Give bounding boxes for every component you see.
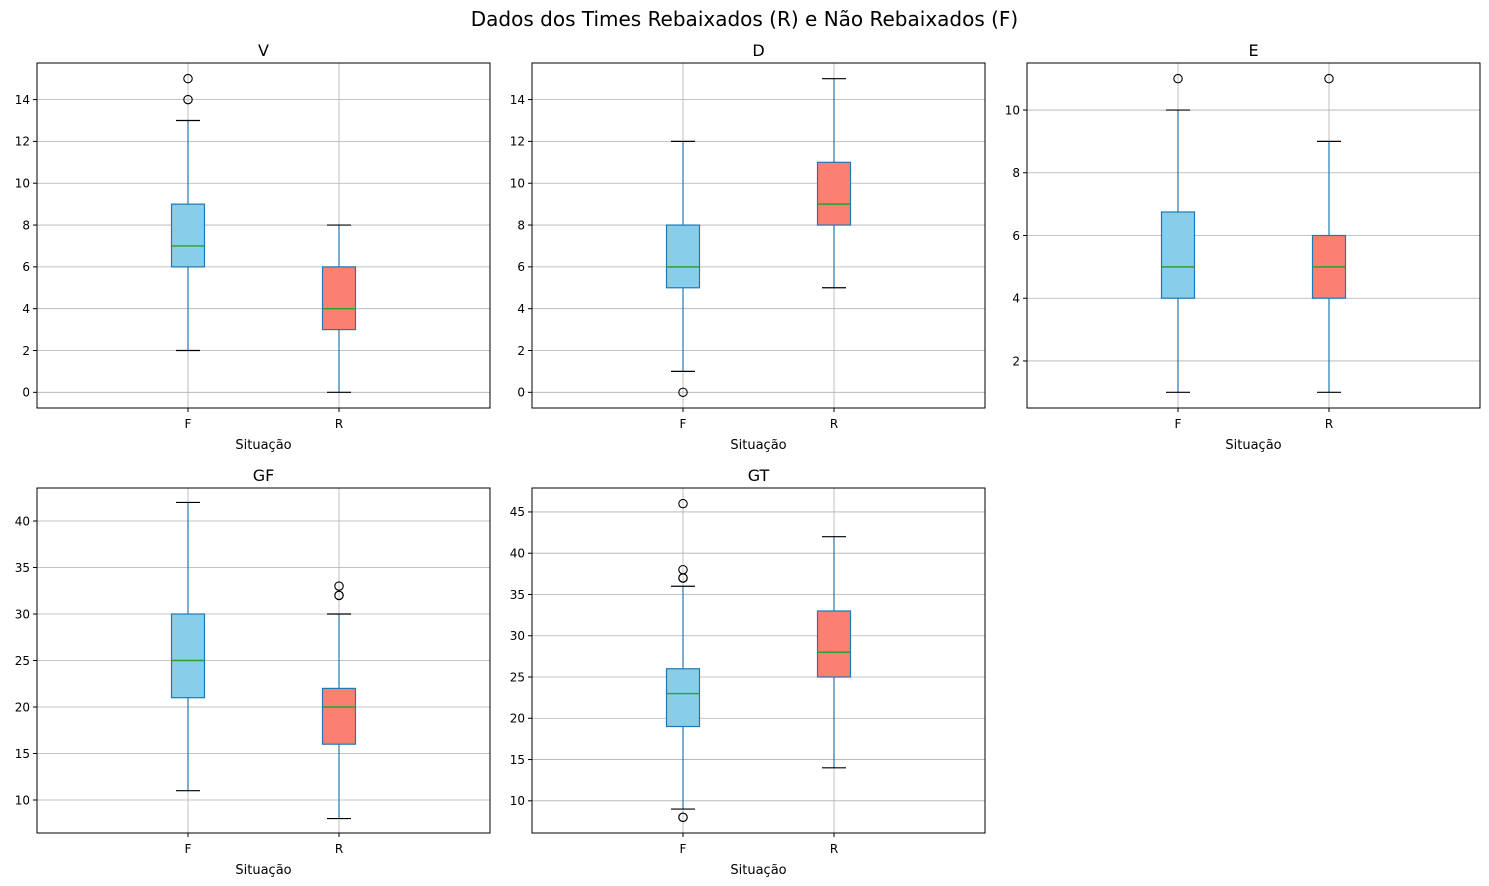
box-f — [665, 498, 701, 823]
y-tick-label: 30 — [15, 607, 30, 621]
box-r — [321, 224, 357, 393]
subplot-v: 0 2 4 6 8 10 12 14 F R V Situação — [15, 41, 491, 453]
y-tick-label: 12 — [510, 135, 525, 149]
outlier-point — [678, 498, 688, 509]
y-tick-label: 10 — [510, 794, 525, 808]
y-tick-label: 25 — [510, 670, 525, 684]
subplot-title: E — [1248, 41, 1258, 60]
y-tick-label: 35 — [15, 561, 30, 575]
y-tick-label: 6 — [1012, 229, 1020, 243]
box-r — [816, 536, 852, 769]
y-tick-label: 20 — [15, 700, 30, 714]
y-tick-label: 15 — [510, 753, 525, 767]
y-tick-label: 14 — [15, 93, 30, 107]
outlier-point — [678, 564, 688, 575]
x-tick-label: R — [830, 417, 838, 431]
box-body — [816, 610, 852, 678]
outlier-point — [1324, 73, 1334, 84]
x-tick-label: R — [335, 417, 343, 431]
y-tick-label: 40 — [15, 514, 30, 528]
outlier-point — [678, 812, 688, 823]
outlier-point — [334, 590, 344, 601]
box-body — [665, 668, 701, 728]
x-axis-label: Situação — [730, 863, 786, 878]
subplot-e: 2 4 6 8 10 F R E Situação — [1005, 41, 1481, 453]
subplots: 0 2 4 6 8 10 12 14 F R V Situação 0 2 4 6 8 10 12 14 F R D Situ… — [15, 41, 1481, 878]
y-tick-label: 4 — [517, 302, 525, 316]
y-tick-label: 8 — [22, 218, 30, 232]
y-tick-label: 10 — [510, 177, 525, 191]
y-tick-label: 8 — [517, 218, 525, 232]
y-tick-label: 12 — [15, 135, 30, 149]
y-tick-label: 6 — [22, 260, 30, 274]
x-tick-label: F — [680, 417, 687, 431]
axes-frame — [36, 62, 491, 409]
box-body — [816, 161, 852, 226]
axes-frame — [531, 62, 986, 409]
x-axis-label: Situação — [235, 438, 291, 453]
y-tick-label: 14 — [510, 93, 525, 107]
subplot-title: V — [258, 41, 269, 60]
y-tick-label: 10 — [15, 177, 30, 191]
box-r — [321, 581, 357, 820]
y-tick-label: 20 — [510, 712, 525, 726]
box-body — [321, 687, 357, 745]
y-tick-label: 10 — [1005, 103, 1020, 117]
y-tick-label: 4 — [22, 302, 30, 316]
y-tick-label: 2 — [1012, 354, 1020, 368]
box-r — [1311, 73, 1347, 393]
outlier-point — [183, 94, 193, 105]
outlier-point — [1173, 73, 1183, 84]
box-body — [170, 203, 206, 268]
x-tick-label: R — [830, 842, 838, 856]
y-tick-label: 25 — [15, 654, 30, 668]
y-tick-label: 30 — [510, 629, 525, 643]
y-tick-label: 35 — [510, 588, 525, 602]
figure-suptitle: Dados dos Times Rebaixados (R) e Não Reb… — [471, 7, 1018, 31]
x-tick-label: F — [185, 417, 192, 431]
subplot-title: GT — [748, 466, 770, 485]
y-tick-label: 45 — [510, 505, 525, 519]
x-tick-label: R — [1325, 417, 1333, 431]
y-tick-label: 8 — [1012, 166, 1020, 180]
x-tick-label: F — [680, 842, 687, 856]
y-tick-label: 10 — [15, 793, 30, 807]
y-tick-label: 6 — [517, 260, 525, 274]
box-body — [321, 266, 357, 331]
box-f — [665, 140, 701, 398]
box-f — [1160, 73, 1196, 393]
axes-frame — [531, 487, 986, 834]
outlier-point — [678, 387, 688, 398]
y-tick-label: 0 — [22, 386, 30, 400]
subplot-gt: 10 15 20 25 30 35 40 45 F R GT Situação — [510, 466, 986, 878]
y-tick-label: 2 — [22, 344, 30, 358]
outlier-point — [334, 581, 344, 591]
box-f — [170, 73, 206, 352]
y-tick-label: 0 — [517, 386, 525, 400]
x-tick-label: F — [1175, 417, 1182, 431]
subplot-title: D — [752, 41, 764, 60]
x-tick-label: F — [185, 842, 192, 856]
box-r — [816, 78, 852, 289]
x-axis-label: Situação — [730, 438, 786, 453]
box-f — [170, 501, 206, 792]
outlier-point — [183, 73, 193, 84]
x-tick-label: R — [335, 842, 343, 856]
y-tick-label: 4 — [1012, 292, 1020, 306]
x-axis-label: Situação — [235, 863, 291, 878]
y-tick-label: 15 — [15, 747, 30, 761]
y-tick-label: 2 — [517, 344, 525, 358]
box-body — [170, 613, 206, 699]
y-tick-label: 40 — [510, 547, 525, 561]
subplot-title: GF — [253, 466, 275, 485]
box-body — [1160, 211, 1196, 299]
x-axis-label: Situação — [1225, 438, 1281, 453]
box-body — [665, 224, 701, 289]
subplot-d: 0 2 4 6 8 10 12 14 F R D Situação — [510, 41, 986, 453]
subplot-gf: 10 15 20 25 30 35 40 F R GF Situação — [15, 466, 491, 878]
